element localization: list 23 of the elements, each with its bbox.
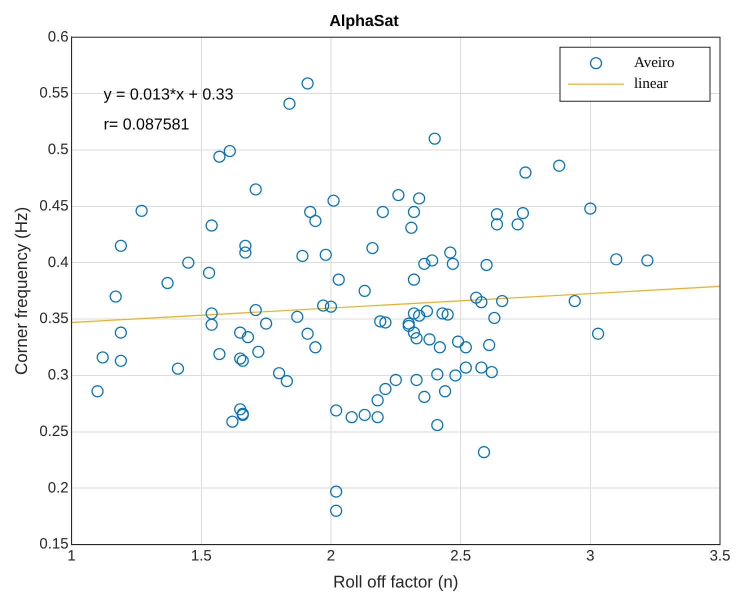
y-tick-label: 0.15: [39, 536, 69, 553]
annotation: r= 0.087581: [104, 116, 190, 134]
y-tick-label: 0.35: [39, 310, 69, 328]
y-tick-label: 0.3: [48, 366, 69, 384]
y-tick-label: 0.5: [48, 141, 69, 158]
y-tick-label: 0.25: [39, 422, 69, 440]
x-tick-label: 2.5: [450, 548, 472, 565]
x-tick-label: 1: [67, 548, 76, 565]
y-tick-label: 0.4: [48, 254, 69, 271]
y-tick-label: 0.2: [48, 479, 69, 496]
chart-title: AlphaSat: [329, 13, 400, 30]
annotation: y = 0.013*x + 0.33: [104, 86, 234, 104]
x-tick-label: 1.5: [190, 548, 212, 565]
x-axis-title: Roll off factor (n): [333, 572, 458, 592]
y-tick-label: 0.55: [39, 84, 69, 102]
x-tick-label: 3: [586, 548, 594, 565]
y-tick-label: 0.6: [48, 28, 69, 46]
legend-label: Aveiro: [634, 55, 675, 72]
y-tick-label: 0.45: [39, 197, 69, 214]
x-tick-label: 2: [326, 548, 336, 565]
x-tick-label: 3.5: [710, 548, 730, 565]
legend-label: linear: [634, 76, 668, 92]
y-axis-title: Corner frequency (Hz): [12, 206, 31, 375]
